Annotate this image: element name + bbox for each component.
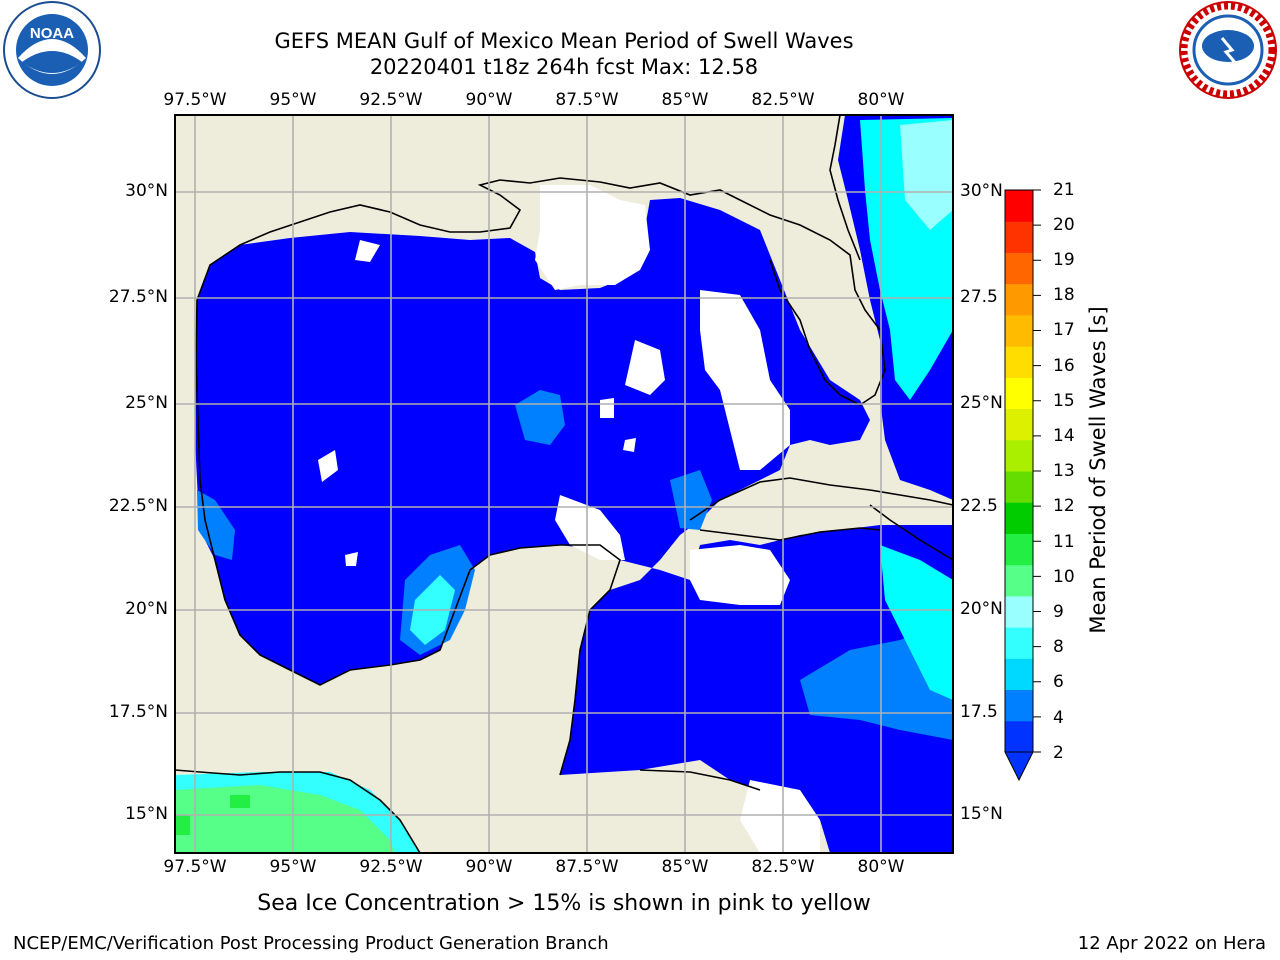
colorbar-tick-label: 16 [1053, 356, 1075, 376]
colorbar-segment [1005, 283, 1033, 316]
colorbar-tick-label: 15 [1053, 391, 1075, 411]
swell-patch-yucatan [670, 470, 712, 530]
lon-label-bottom: 87.5°W [555, 857, 619, 877]
colorbar-segment [1005, 595, 1033, 628]
chart-title: GEFS MEAN Gulf of Mexico Mean Period of … [274, 29, 854, 53]
map-frame [174, 114, 954, 854]
lat-label-left: 15°N [125, 804, 168, 824]
footer-date: 12 Apr 2022 on Hera [1077, 933, 1266, 954]
lon-label-bottom: 95°W [269, 857, 317, 877]
colorbar-tick-label: 11 [1053, 532, 1075, 552]
colorbar-tick-label: 9 [1053, 602, 1064, 622]
colorbar-segment [1005, 377, 1033, 410]
colorbar-segment [1005, 346, 1033, 378]
lat-label-left: 27.5°N [108, 287, 168, 307]
lon-label-top: 82.5°W [751, 90, 815, 110]
pacific-dark-green [175, 795, 250, 835]
nws-logo [1179, 1, 1277, 99]
colorbar-segment [1005, 221, 1033, 253]
lon-label-bottom: 90°W [465, 857, 513, 877]
colorbar-label: Mean Period of Swell Waves [s] [1086, 306, 1110, 634]
colorbar-tick-label: 19 [1053, 250, 1075, 270]
lat-label-right: 20°N [960, 599, 1003, 619]
colorbar-segment [1005, 502, 1033, 534]
lat-label-left: 22.5°N [108, 496, 168, 516]
lon-label-top: 92.5°W [359, 90, 423, 110]
colorbar-segment [1005, 627, 1033, 659]
colorbar-segment [1005, 439, 1033, 472]
colorbar-tick-label: 13 [1053, 461, 1075, 481]
lon-label-bottom: 85°W [661, 857, 709, 877]
colorbar-segment [1005, 689, 1033, 722]
lat-label-right: 27.5 [960, 287, 998, 307]
lon-label-bottom: 82.5°W [751, 857, 815, 877]
lat-label-right: 25°N [960, 393, 1003, 413]
colorbar-segment [1005, 252, 1033, 285]
colorbar-extension [1004, 751, 1034, 782]
lat-label-left: 25°N [125, 393, 168, 413]
colorbar-tick-label: 21 [1053, 180, 1075, 200]
lon-label-top: 97.5°W [163, 90, 227, 110]
colorbar-tick-label: 12 [1053, 496, 1075, 516]
footer-branch: NCEP/EMC/Verification Post Processing Pr… [13, 933, 609, 954]
colorbar-tick-label: 17 [1053, 320, 1075, 340]
lat-label-right: 22.5 [960, 496, 998, 516]
no-data-patches [318, 185, 820, 853]
colorbar-tick-label: 2 [1053, 743, 1064, 763]
colorbar-segment [1005, 471, 1033, 503]
colorbar-segment [1005, 564, 1033, 597]
swell-patch-caribbean-cyan [880, 545, 953, 700]
lon-label-bottom: 92.5°W [359, 857, 423, 877]
chart-subtitle-run: 20220401 t18z 264h fcst Max: 12.58 [369, 55, 759, 79]
noaa-logo: NOAA [3, 1, 101, 99]
colorbar-tick-label: 14 [1053, 426, 1075, 446]
lon-label-top: 95°W [269, 90, 317, 110]
colorbar-segment [1005, 314, 1033, 347]
lon-label-top: 90°W [465, 90, 513, 110]
graticule [175, 115, 953, 853]
colorbar-segment [1005, 720, 1033, 753]
colorbar-segment [1005, 658, 1033, 691]
lon-label-top: 80°W [857, 90, 905, 110]
colorbar-tick-label: 6 [1053, 672, 1064, 692]
lat-label-left: 30°N [125, 181, 168, 201]
svg-text:NOAA: NOAA [30, 25, 74, 42]
colorbar [1004, 189, 1041, 782]
lat-label-right: 17.5 [960, 702, 998, 722]
lat-label-left: 20°N [125, 599, 168, 619]
lon-label-top: 87.5°W [555, 90, 619, 110]
colorbar-segment [1005, 190, 1033, 222]
lon-label-bottom: 97.5°W [163, 857, 227, 877]
colorbar-tick-label: 4 [1053, 708, 1064, 728]
colorbar-tick-label: 18 [1053, 285, 1075, 305]
coastlines [174, 114, 954, 854]
lat-label-left: 17.5°N [108, 702, 168, 722]
colorbar-tick-label: 10 [1053, 567, 1075, 587]
lat-label-right: 15°N [960, 804, 1003, 824]
colorbar-segment [1005, 533, 1033, 566]
lon-label-bottom: 80°W [857, 857, 905, 877]
lon-label-top: 85°W [661, 90, 709, 110]
lat-label-right: 30°N [960, 181, 1003, 201]
colorbar-tick-label: 20 [1053, 215, 1075, 235]
colorbar-tick-label: 8 [1053, 637, 1064, 657]
sea-ice-note: Sea Ice Concentration > 15% is shown in … [257, 891, 871, 916]
colorbar-segment [1005, 408, 1033, 441]
swell-patch-atlantic-light [900, 120, 953, 230]
